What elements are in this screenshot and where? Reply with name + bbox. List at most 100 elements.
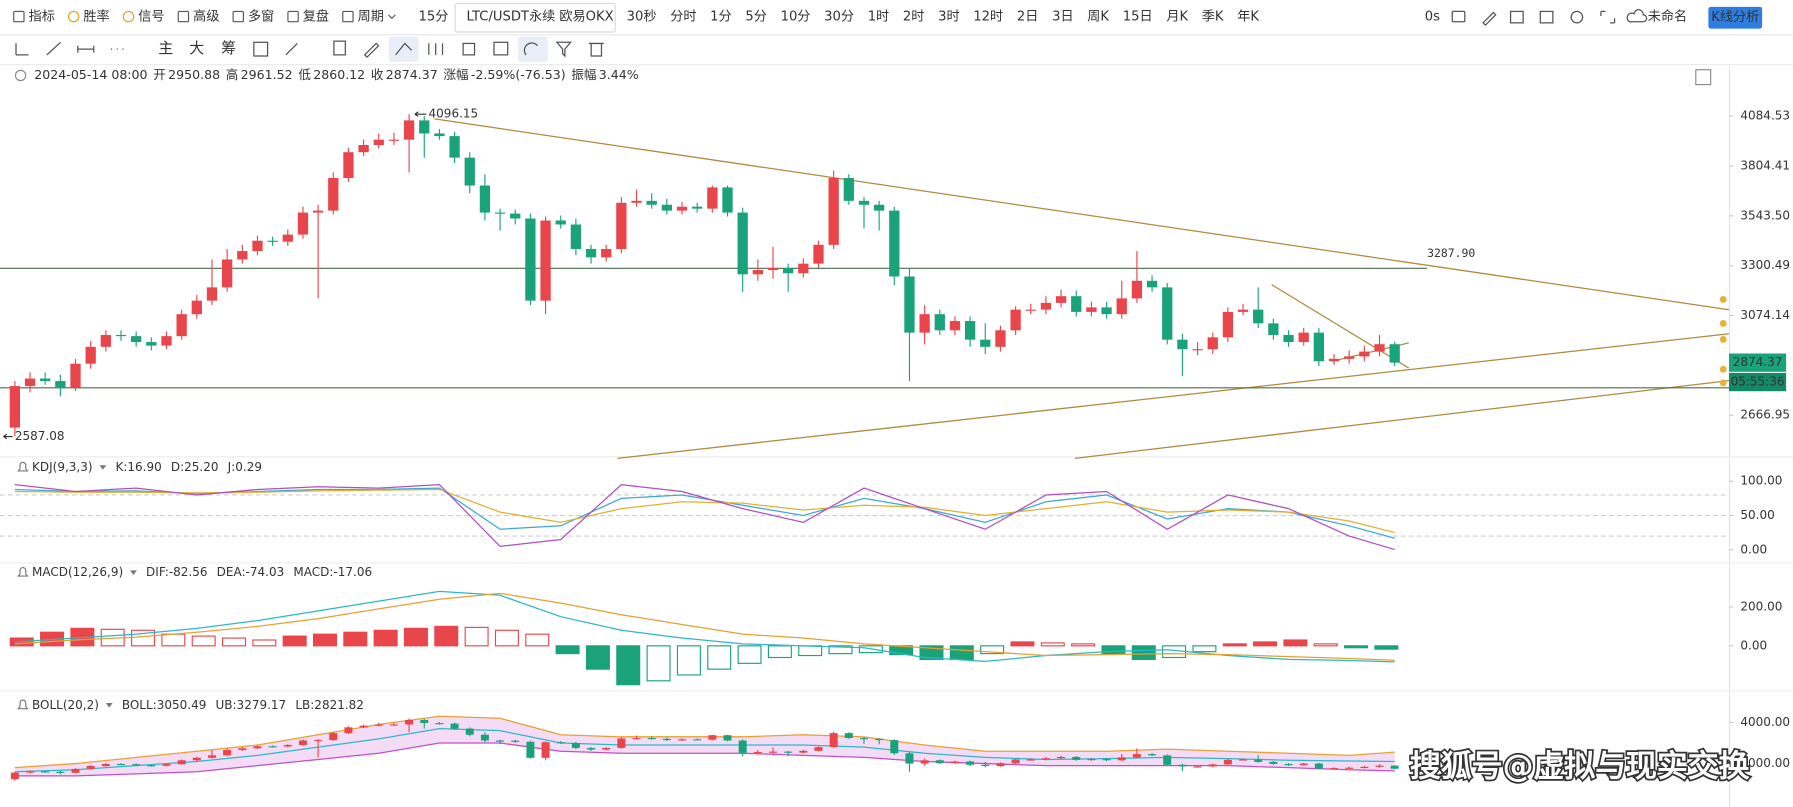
period[interactable]: 周K xyxy=(1087,10,1109,25)
candle-body xyxy=(24,378,36,387)
candle-body xyxy=(282,234,293,242)
macd-bar xyxy=(191,635,216,647)
tool-icon[interactable] xyxy=(77,45,95,53)
period[interactable]: 1分 xyxy=(710,9,731,25)
candle-body xyxy=(784,751,793,753)
indicator-title[interactable]: BOLL(20,2) xyxy=(32,698,99,712)
alert-dot[interactable] xyxy=(1719,336,1727,343)
toolbar-item[interactable]: 复盘 xyxy=(303,8,329,25)
period[interactable]: 30分 xyxy=(824,9,854,25)
drawing-tool[interactable]: 大 xyxy=(189,39,204,57)
toolbar-item[interactable]: 高级 xyxy=(193,8,219,25)
drawing-tool[interactable]: 主 xyxy=(158,39,173,57)
period[interactable]: 3日 xyxy=(1052,10,1073,25)
period[interactable]: 15日 xyxy=(1123,10,1153,25)
indicator-menu[interactable] xyxy=(105,702,113,708)
candle-body xyxy=(843,177,854,201)
note-icon[interactable] xyxy=(1509,10,1524,24)
alert-dot[interactable] xyxy=(1719,379,1727,387)
candle-body xyxy=(405,719,414,725)
tool-icon[interactable] xyxy=(46,41,62,56)
tool-icon[interactable] xyxy=(428,43,444,55)
macd-bar xyxy=(1253,641,1278,647)
candle-body xyxy=(1132,754,1141,758)
analysis-button[interactable] xyxy=(1708,6,1763,29)
indicator-title[interactable]: MACD(12,26,9) xyxy=(32,565,123,579)
candle-body xyxy=(40,378,51,382)
macd-bar xyxy=(494,629,519,647)
edit-icon[interactable] xyxy=(1482,11,1497,27)
macd-bar xyxy=(676,645,701,676)
alert-dot[interactable] xyxy=(1719,320,1727,327)
candle-body xyxy=(828,177,839,245)
tool-icon[interactable] xyxy=(588,42,604,57)
layout-name[interactable]: 未命名 xyxy=(1648,8,1687,25)
alert-dot[interactable] xyxy=(1719,365,1727,373)
period[interactable]: 分时 xyxy=(670,9,696,25)
expand-icon[interactable] xyxy=(1695,69,1712,86)
tool-icon[interactable] xyxy=(462,42,476,56)
watermark: 搜狐号@虚拟与现实交换 xyxy=(1410,749,1750,785)
candle-body xyxy=(1284,763,1293,766)
period[interactable]: 3时 xyxy=(938,9,959,25)
tool-icon[interactable] xyxy=(395,42,413,56)
candle-body xyxy=(480,734,489,741)
indicator-menu[interactable] xyxy=(99,465,107,470)
tool-active[interactable] xyxy=(388,36,419,62)
period[interactable]: 30秒 xyxy=(627,9,657,25)
period[interactable]: 12时 xyxy=(973,9,1003,25)
candle-body xyxy=(10,772,19,780)
macd-bar xyxy=(646,645,671,682)
toolbar-item[interactable]: 信号 xyxy=(138,9,164,25)
tool-icon[interactable] xyxy=(555,41,572,58)
macd-bar xyxy=(737,645,762,664)
candle-body xyxy=(859,738,868,740)
toolbar-item[interactable]: 周期 xyxy=(358,9,384,25)
period[interactable]: 2日 xyxy=(1017,10,1038,25)
interval[interactable]: 15分 xyxy=(419,9,449,25)
candle-body xyxy=(738,740,747,753)
indicator-title[interactable]: KDJ(9,3,3) xyxy=(32,460,93,474)
tool-icon[interactable] xyxy=(15,43,29,56)
period[interactable]: 年K xyxy=(1237,9,1259,25)
candle-body xyxy=(1163,755,1172,765)
candle-body xyxy=(1131,280,1143,299)
camera-icon[interactable] xyxy=(1451,10,1466,23)
macd-bar xyxy=(919,645,944,661)
fullscreen-icon[interactable] xyxy=(1600,10,1616,24)
toolbar-icon xyxy=(232,10,244,23)
tool-icon[interactable] xyxy=(363,42,380,59)
macd-bar xyxy=(525,633,550,647)
period[interactable]: 月K xyxy=(1166,10,1188,25)
high-label: 4096.15 xyxy=(429,107,479,121)
symbol[interactable]: LTC/USDT永续 欧易OKX xyxy=(467,9,614,25)
period[interactable]: 10分 xyxy=(781,9,811,25)
last-price: 2874.37 xyxy=(1733,355,1783,369)
tool-icon[interactable] xyxy=(285,42,298,56)
indicator-menu[interactable] xyxy=(130,570,137,575)
settings-icon[interactable] xyxy=(1570,10,1584,24)
candle-body xyxy=(1345,767,1354,769)
period[interactable]: 季K xyxy=(1202,9,1224,25)
tool-active[interactable] xyxy=(518,36,548,62)
alert-dot[interactable] xyxy=(1719,296,1727,303)
tool-icon[interactable] xyxy=(253,41,269,57)
period[interactable]: 1时 xyxy=(868,9,889,25)
tool-icon[interactable] xyxy=(333,40,346,56)
candle-body xyxy=(1148,754,1157,756)
symbol-tab[interactable] xyxy=(454,2,616,33)
toolbar-item[interactable]: 指标 xyxy=(29,9,55,25)
drawing-tool[interactable]: 筹 xyxy=(221,39,236,57)
toolbar-item[interactable]: 胜率 xyxy=(83,8,109,25)
layout-icon[interactable] xyxy=(1539,10,1554,24)
candle-body xyxy=(297,212,309,235)
period[interactable]: 2时 xyxy=(903,9,924,25)
cloud-icon xyxy=(1626,9,1648,23)
tool-icon[interactable] xyxy=(493,41,509,56)
tool-icon[interactable] xyxy=(523,42,538,56)
candle-body xyxy=(525,218,536,301)
analysis-button-label[interactable]: K线分析 xyxy=(1711,9,1759,25)
candle-body xyxy=(223,749,232,756)
period[interactable]: 5分 xyxy=(745,9,766,25)
toolbar-item[interactable]: 多窗 xyxy=(248,8,274,25)
